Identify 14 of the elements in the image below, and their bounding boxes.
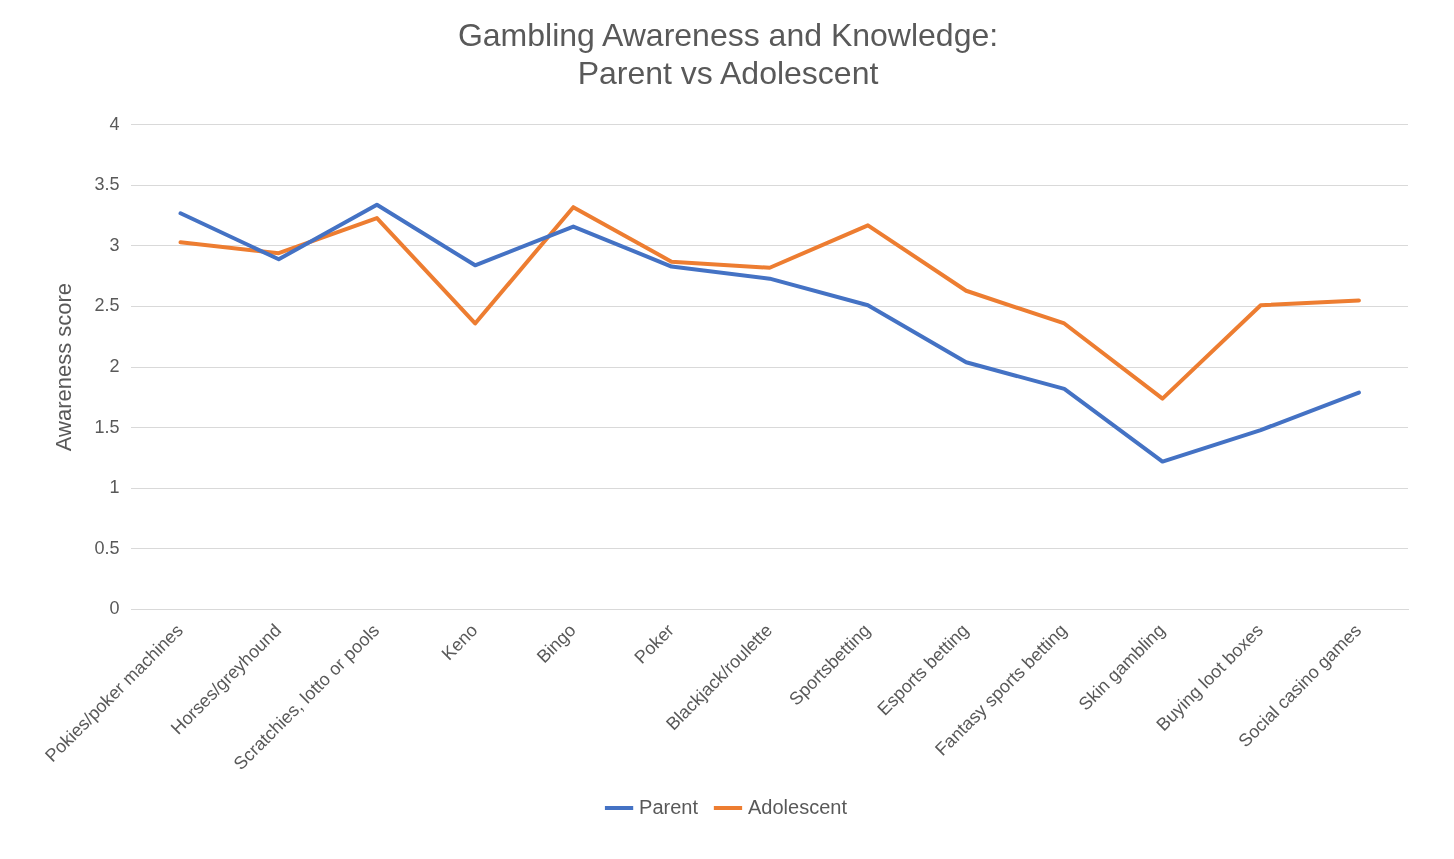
- text: Gambling Awareness and Knowledge:: [457, 17, 999, 54]
- y-tick-label: 0: [109, 598, 120, 619]
- legend-label: Parent: [639, 795, 699, 818]
- y-tick-label: 1: [109, 477, 120, 498]
- y-tick-label: 0.5: [94, 537, 120, 558]
- y-tick-label: 3.5: [94, 174, 120, 195]
- y-tick-label: 2: [109, 356, 120, 377]
- y-tick-label: 1.5: [94, 416, 120, 437]
- y-tick-label: 2.5: [94, 295, 120, 316]
- y-axis-title: Awareness score: [51, 282, 77, 452]
- y-tick-label: 3: [109, 234, 120, 255]
- text: Parent vs Adolescent: [577, 55, 879, 92]
- legend-label: Adolescent: [747, 795, 848, 818]
- y-tick-label: 4: [109, 113, 120, 134]
